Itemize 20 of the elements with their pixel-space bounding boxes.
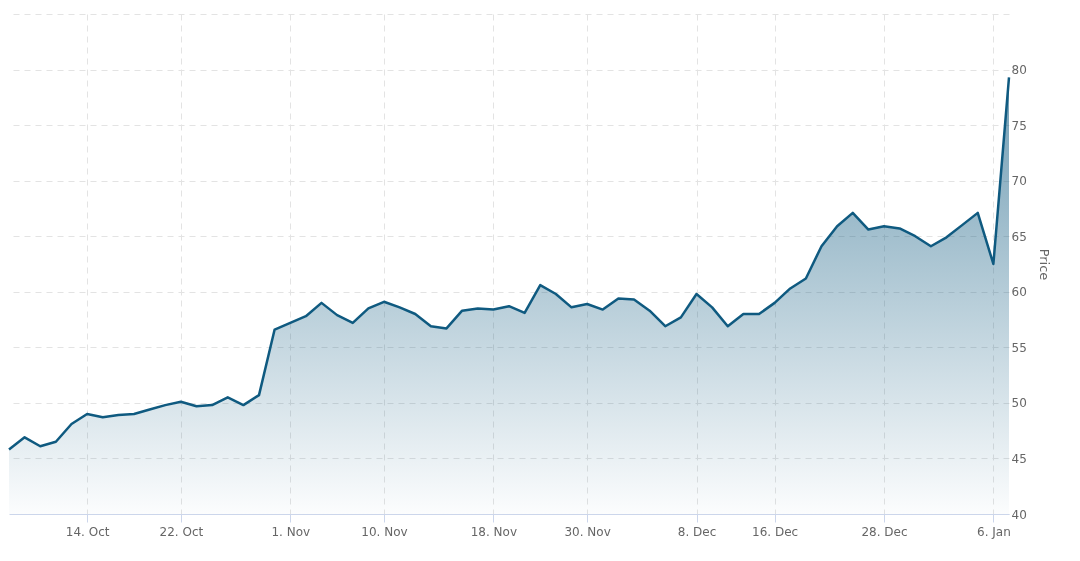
y-tick-label: 45 (1011, 451, 1027, 466)
x-tick-label: 30. Nov (564, 524, 611, 539)
x-tick-label: 8. Dec (677, 524, 717, 539)
x-tick-label: 16. Dec (752, 524, 799, 539)
x-tick-label: 28. Dec (861, 524, 908, 539)
y-axis-title: Price (1036, 248, 1052, 281)
x-tick-label: 18. Nov (470, 524, 518, 539)
y-tick-label: 50 (1011, 396, 1027, 411)
x-tick-label: 10. Nov (361, 524, 408, 539)
y-tick-label: 80 (1011, 63, 1027, 78)
x-tick-label: 1. Nov (271, 524, 311, 539)
y-tick-label: 75 (1011, 118, 1027, 133)
y-tick-label: 40 (1011, 507, 1027, 522)
y-tick-label: 65 (1011, 229, 1027, 244)
y-tick-label: 70 (1011, 174, 1027, 189)
y-tick-label: 55 (1011, 340, 1027, 355)
x-tick-label: 22. Oct (159, 524, 204, 539)
x-tick-label: 14. Oct (65, 524, 110, 539)
x-tick-label: 6. Jan (976, 524, 1011, 539)
y-tick-label: 60 (1011, 285, 1027, 300)
